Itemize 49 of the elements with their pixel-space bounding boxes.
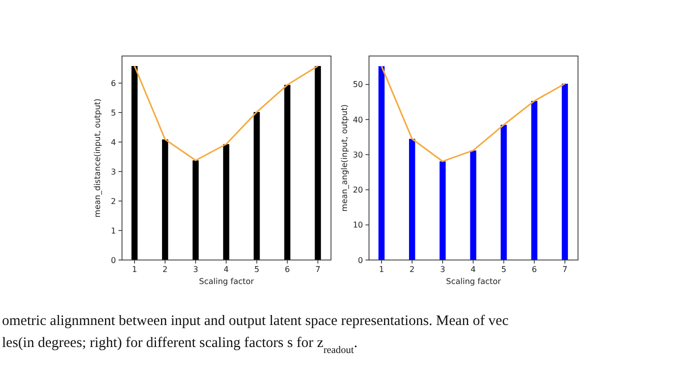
- x-tick-label: 6: [284, 265, 290, 274]
- bar: [223, 144, 230, 260]
- y-tick-label: 10: [352, 220, 363, 230]
- bar: [409, 138, 416, 260]
- x-tick-label: 4: [470, 265, 476, 274]
- bar: [562, 84, 568, 260]
- y-tick-label: 30: [352, 150, 363, 160]
- bar: [440, 161, 446, 260]
- bar: [500, 124, 507, 260]
- x-tick-label: 7: [315, 265, 320, 274]
- x-tick-label: 7: [562, 265, 568, 274]
- y-tick-label: 3: [110, 167, 116, 176]
- text: ometric alignmnent between input and output latent space representations. Mean of vec: [2, 313, 509, 329]
- bar: [284, 84, 290, 260]
- bar: [131, 66, 138, 260]
- text: les(in degrees; right) for different scaling factors s for z$_{readout}$.: [2, 335, 358, 356]
- x-axis-title: Scaling factor: [446, 277, 502, 286]
- y-tick-label: 0: [110, 256, 116, 265]
- y-axis-title: mean_distance(input, output): [93, 98, 102, 218]
- bar: [192, 160, 199, 260]
- y-tick-label: 5: [110, 108, 116, 118]
- y-tick-label: 40: [352, 115, 363, 124]
- bar: [162, 139, 168, 260]
- bar: [254, 112, 260, 260]
- bar: [378, 66, 385, 260]
- y-tick-label: 2: [110, 196, 116, 206]
- x-tick-label: 5: [501, 265, 506, 274]
- x-tick-label: 5: [254, 265, 260, 274]
- x-tick-label: 3: [440, 265, 446, 274]
- line-series: [134, 65, 319, 162]
- x-tick-label: 3: [193, 265, 198, 274]
- x-tick-label: 4: [224, 265, 229, 274]
- x-tick-label: 1: [132, 265, 138, 274]
- x-tick-label: 6: [532, 265, 537, 274]
- y-tick-label: 1: [110, 226, 116, 236]
- x-axis-title: Scaling factor: [199, 277, 255, 286]
- x-tick-label: 2: [410, 265, 415, 274]
- bar: [470, 150, 476, 260]
- y-tick-label: 20: [352, 186, 363, 195]
- line-series: [380, 65, 566, 162]
- y-tick-label: 50: [352, 80, 363, 90]
- y-tick-label: 4: [110, 138, 116, 147]
- y-tick-label: 6: [110, 78, 116, 88]
- y-tick-label: 0: [358, 256, 363, 265]
- bar: [531, 100, 538, 260]
- x-tick-label: 1: [378, 265, 384, 274]
- x-tick-label: 2: [162, 265, 168, 274]
- bar: [314, 66, 321, 260]
- y-axis-title: mean_angle(input, output): [340, 104, 349, 212]
